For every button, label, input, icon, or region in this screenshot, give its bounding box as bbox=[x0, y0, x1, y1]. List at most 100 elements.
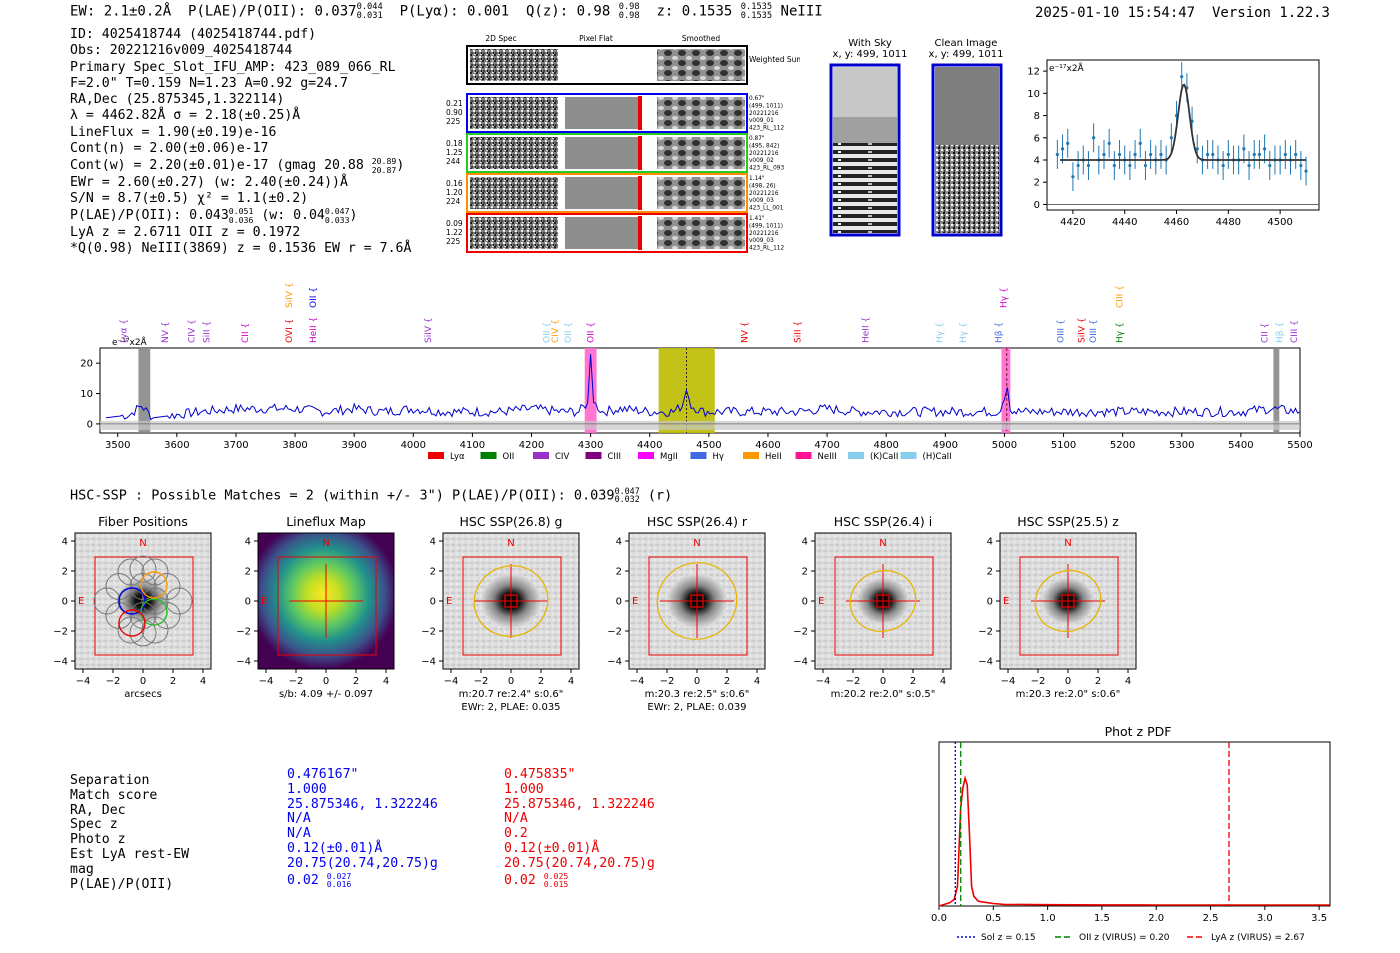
info-id: ID: 4025418744 (4025418744.pdf) bbox=[70, 27, 317, 42]
header-z-range: 0.1535 0.1535 bbox=[741, 3, 772, 20]
spectrum-legend-label-5: Hγ bbox=[713, 452, 724, 462]
spec-xtick-label-7: 4200 bbox=[519, 440, 544, 451]
with-sky-top bbox=[833, 67, 897, 117]
spectrum-axes: 3500 3600 3700 3800 3900 4000 4100 4200 4300 4400… bbox=[80, 359, 1312, 451]
cutout-smooth-1 bbox=[657, 97, 745, 129]
spectrum-line-label-13: OII { bbox=[587, 322, 597, 343]
spectrum-line-label-27: Hβ { bbox=[1275, 322, 1285, 343]
hsc-xtick-label: 2 bbox=[724, 676, 730, 687]
hsc-ytick-label: 2 bbox=[616, 567, 622, 578]
hsc-xtick-label: 0 bbox=[694, 676, 700, 687]
photz-legend: Sol z = 0.15 OII z (VIRUS) = 0.20 LyA z (V… bbox=[957, 933, 1305, 943]
cutout-2d-3 bbox=[470, 177, 558, 209]
fit-point bbox=[1066, 141, 1070, 145]
hsc-title-range: 0.047 0.032 bbox=[615, 487, 640, 504]
cutout-snr-1: 225 bbox=[446, 117, 461, 126]
spec-xtick-label-5: 4000 bbox=[401, 440, 426, 451]
info-radec: RA,Dec (25.875345,1.322114) bbox=[70, 92, 285, 108]
pz-xtick-label-7: 3.5 bbox=[1311, 913, 1327, 924]
cutout-weight-1: 0.21 bbox=[446, 99, 463, 108]
fit-point bbox=[1247, 163, 1251, 168]
header-timestamp: 2025-01-10 15:54:47 Version 1.22.3 bbox=[1035, 5, 1330, 21]
hsc-center-box-4 bbox=[690, 594, 704, 608]
hsc-caption-1-5: m:20.2 re:2.0" s:0.5" bbox=[831, 689, 936, 700]
hsc-xtick-label: 0 bbox=[323, 676, 329, 687]
header-z: z: 0.1535 bbox=[656, 3, 733, 20]
spectrum-legend-swatch-4 bbox=[638, 452, 654, 459]
detection-info: ID: 4025418744 (4025418744.pdf) Obs: 202… bbox=[70, 27, 411, 258]
header-datetime: 2025-01-10 15:54:47 bbox=[1034, 5, 1196, 21]
hsc-ytick-label: −2 bbox=[607, 627, 622, 638]
spectrum-legend-swatch-5 bbox=[690, 452, 707, 459]
m2-plae-line: 0.02 0.025 0.015 bbox=[504, 871, 655, 889]
info-primary: Primary Spec_Slot_IFU_AMP: 423_089_066_R… bbox=[70, 59, 396, 75]
m1-plae-range: 0.027 0.016 bbox=[327, 871, 352, 888]
spectrum-line-label-28: CIII { bbox=[1290, 320, 1300, 343]
cutout-info-3-4: 423_LL_001 bbox=[749, 206, 784, 212]
with-sky-bottom bbox=[833, 143, 897, 233]
hsc-ytick-label: −2 bbox=[53, 627, 68, 638]
hsc-ytick-label: 4 bbox=[62, 537, 68, 548]
fit-point bbox=[1133, 152, 1137, 157]
cutout-info-1-1: (499, 1011) bbox=[749, 103, 783, 109]
compass-e-2: E bbox=[261, 596, 267, 607]
m2-plae: 0.02 bbox=[504, 872, 536, 888]
hsc-panel-1: Fiber Positions N E −4 −2 0 2 4 4 2 0 −2 −4 arcsecs bbox=[53, 514, 212, 700]
hsc-aperture-box-4 bbox=[648, 556, 748, 656]
header-z-hi: 0.1535 bbox=[740, 2, 773, 12]
fit-ytick-label-5: 10 bbox=[1027, 89, 1040, 100]
pz-legend-label-2: LyA z (VIRUS) = 2.67 bbox=[1211, 933, 1305, 943]
fit-xtick-label-2: 4460 bbox=[1164, 217, 1189, 228]
hsc-ytick-label: 0 bbox=[802, 597, 808, 608]
spec-xtick-label-6: 4100 bbox=[460, 440, 485, 451]
cutout-info-2-0: 0.87" bbox=[749, 136, 765, 142]
header-plae-hi: 0.044 bbox=[356, 2, 383, 12]
hsc-xtick-label: −2 bbox=[106, 676, 121, 687]
fit-point bbox=[1268, 163, 1272, 168]
compass-e-4: E bbox=[632, 596, 638, 607]
cutout-flat-1 bbox=[563, 97, 641, 129]
spec-xtick-label-3: 3800 bbox=[282, 440, 307, 451]
spectrum-line-label-0: Lyα { bbox=[120, 319, 130, 343]
fiber-circle bbox=[153, 602, 181, 629]
spectrum-line-label-17: Hγ { bbox=[935, 322, 945, 343]
hsc-title-hi: 0.047 bbox=[614, 486, 640, 496]
fit-ytick-label-0: 0 bbox=[1034, 200, 1040, 211]
fit-point bbox=[1102, 152, 1106, 157]
cutout-weight-4: 0.09 bbox=[446, 219, 463, 228]
cutout-smooth-gap-4 bbox=[653, 216, 656, 250]
hsc-ellipse-5 bbox=[849, 569, 917, 633]
hsc-center-box-3 bbox=[504, 594, 518, 608]
hsc-ytick-label: 4 bbox=[616, 537, 622, 548]
hsc-xtick-label: 4 bbox=[383, 676, 389, 687]
hsc-xtick-label: 2 bbox=[1095, 676, 1101, 687]
spectrum-line-label-25: Hγ { bbox=[1116, 322, 1126, 343]
info-contw-hi: 20.89 bbox=[371, 156, 397, 167]
spectrum-line-label-20: Hγ { bbox=[999, 287, 1009, 308]
with-sky-title: With Sky x, y: 499, 1011 bbox=[810, 38, 930, 60]
hsc-ytick-label: 2 bbox=[245, 567, 251, 578]
header-plae-range: 0.044 0.031 bbox=[357, 3, 383, 20]
spectrum-series bbox=[105, 354, 1301, 421]
cutout-flat-marker-3 bbox=[638, 176, 642, 210]
info-plae-w-hi: 0.047 bbox=[324, 206, 350, 217]
hsc-caption-1-3: m:20.7 re:2.4" s:0.6" bbox=[459, 689, 564, 700]
m1-spec-z: N/A bbox=[287, 811, 311, 827]
compass-e-3: E bbox=[446, 596, 452, 607]
spectrum-line-label-12: OII { bbox=[564, 322, 574, 343]
hsc-xtick-label: −2 bbox=[846, 676, 861, 687]
cutout-info-4-4: 423_RL_112 bbox=[749, 246, 784, 252]
hsc-panel-title-3: HSC SSP(26.8) g bbox=[460, 514, 563, 529]
hsc-xtick-label: 0 bbox=[880, 676, 886, 687]
m2-radec: 25.875346, 1.322246 bbox=[504, 796, 655, 812]
spec-xtick-label-16: 5100 bbox=[1051, 440, 1076, 451]
hsc-title-lo: 0.032 bbox=[614, 494, 640, 505]
cutout-flat-3 bbox=[563, 177, 641, 209]
spectrum-line-label-8: HeII { bbox=[309, 317, 319, 343]
fit-xtick-label-1: 4440 bbox=[1112, 217, 1137, 228]
spectrum-highlight-2 bbox=[1001, 348, 1011, 433]
spectrum-legend-label-3: CIII bbox=[608, 452, 621, 462]
hsc-title-band: (r) bbox=[647, 487, 673, 504]
compass-n-5: N bbox=[879, 538, 886, 549]
info-lya-z: LyA z = 2.6711 OII z = 0.1972 bbox=[70, 224, 301, 240]
